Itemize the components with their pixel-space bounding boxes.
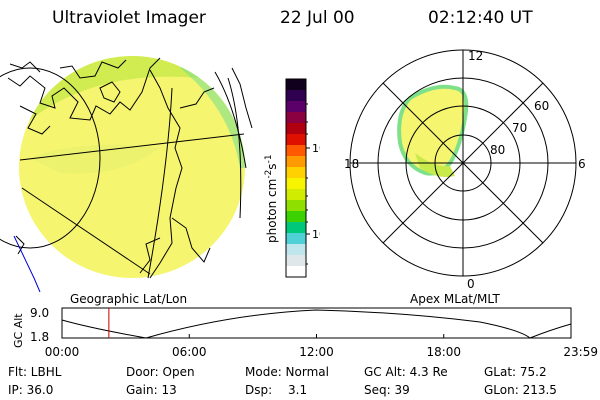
- colorbar-segment: [286, 167, 306, 179]
- dsp-label: Dsp:: [245, 383, 273, 397]
- uv-disk: [19, 56, 245, 278]
- glon-label: GLon: 213.5: [484, 383, 557, 397]
- colorbar-unit-label: photon cm-2s-1: [264, 154, 279, 243]
- glat-label: GLat: 75.2: [484, 365, 547, 379]
- colorbar-segment: [286, 178, 306, 190]
- altitude-x-label: 18:00: [426, 345, 461, 359]
- date-label: 22 Jul 00: [280, 8, 355, 28]
- altitude-x-label: 00:00: [45, 345, 80, 359]
- colorbar-segment: [286, 255, 306, 267]
- door-label: Door: Open: [126, 365, 195, 379]
- colorbar-segment: [286, 211, 306, 223]
- altitude-top-tick: 9.0: [30, 306, 49, 320]
- altitude-x-label: 06:00: [172, 345, 207, 359]
- sequence-label: Seq: 39: [364, 383, 410, 397]
- dsp-value: 3.1: [288, 383, 308, 397]
- mlat-70-label: 70: [512, 121, 527, 135]
- colorbar-tick-100: 100: [312, 142, 320, 155]
- geographic-image: [0, 56, 253, 292]
- graticule: [0, 67, 247, 279]
- time-label: 02:12:40 UT: [428, 8, 533, 28]
- colorbar-segment: [286, 123, 306, 135]
- instrument-title: Ultraviolet Imager: [52, 8, 206, 28]
- mlt-6-label: 6: [578, 157, 586, 171]
- ip-label: IP: 36.0: [8, 383, 54, 397]
- colorbar-segment: [286, 134, 306, 146]
- filter-label: Flt: LBHL: [8, 365, 62, 379]
- colorbar-segment: [286, 244, 306, 256]
- colorbar-segment: [286, 233, 306, 245]
- altitude-axis-label: GC Alt: [12, 313, 25, 348]
- mlt-18-label: 18: [344, 157, 359, 171]
- altitude-plot: GC Alt 9.0 1.8 00:00 06:00 12:00 18:00 23:59: [12, 306, 598, 359]
- coastlines: [7, 57, 253, 279]
- auroral-oval: [397, 84, 469, 176]
- colorbar-segment: [286, 266, 306, 278]
- terminator-line: [13, 235, 41, 292]
- altitude-curve: [61, 309, 572, 339]
- color-bar: 100 10 photon cm-2s-1: [264, 78, 320, 278]
- altitude-bottom-tick: 1.8: [30, 330, 49, 344]
- colorbar-segment: [286, 200, 306, 212]
- colorbar-segment: [286, 101, 306, 113]
- gc-altitude-label: GC Alt: 4.3 Re: [364, 365, 448, 379]
- polar-plot: 12 18 6 0 60 70 80: [344, 49, 586, 291]
- colorbar-segment: [286, 90, 306, 102]
- mlat-80-label: 80: [490, 143, 505, 157]
- polar-caption: Apex MLat/MLT: [410, 292, 500, 306]
- mode-label: Mode: Normal: [245, 365, 329, 379]
- colorbar-segment: [286, 145, 306, 157]
- colorbar-tick-10: 10: [312, 228, 320, 241]
- colorbar-segment: [286, 189, 306, 201]
- geographic-caption: Geographic Lat/Lon: [70, 292, 188, 306]
- colorbar-segment: [286, 222, 306, 234]
- colorbar-segment: [286, 156, 306, 168]
- colorbar-segment: [286, 112, 306, 124]
- altitude-x-label: 12:00: [299, 345, 334, 359]
- gain-label: Gain: 13: [126, 383, 177, 397]
- altitude-x-label: 23:59: [563, 345, 598, 359]
- mlt-12-label: 12: [468, 49, 483, 63]
- mlt-0-label: 0: [467, 277, 475, 291]
- mlat-60-label: 60: [534, 99, 549, 113]
- colorbar-segment: [286, 79, 306, 91]
